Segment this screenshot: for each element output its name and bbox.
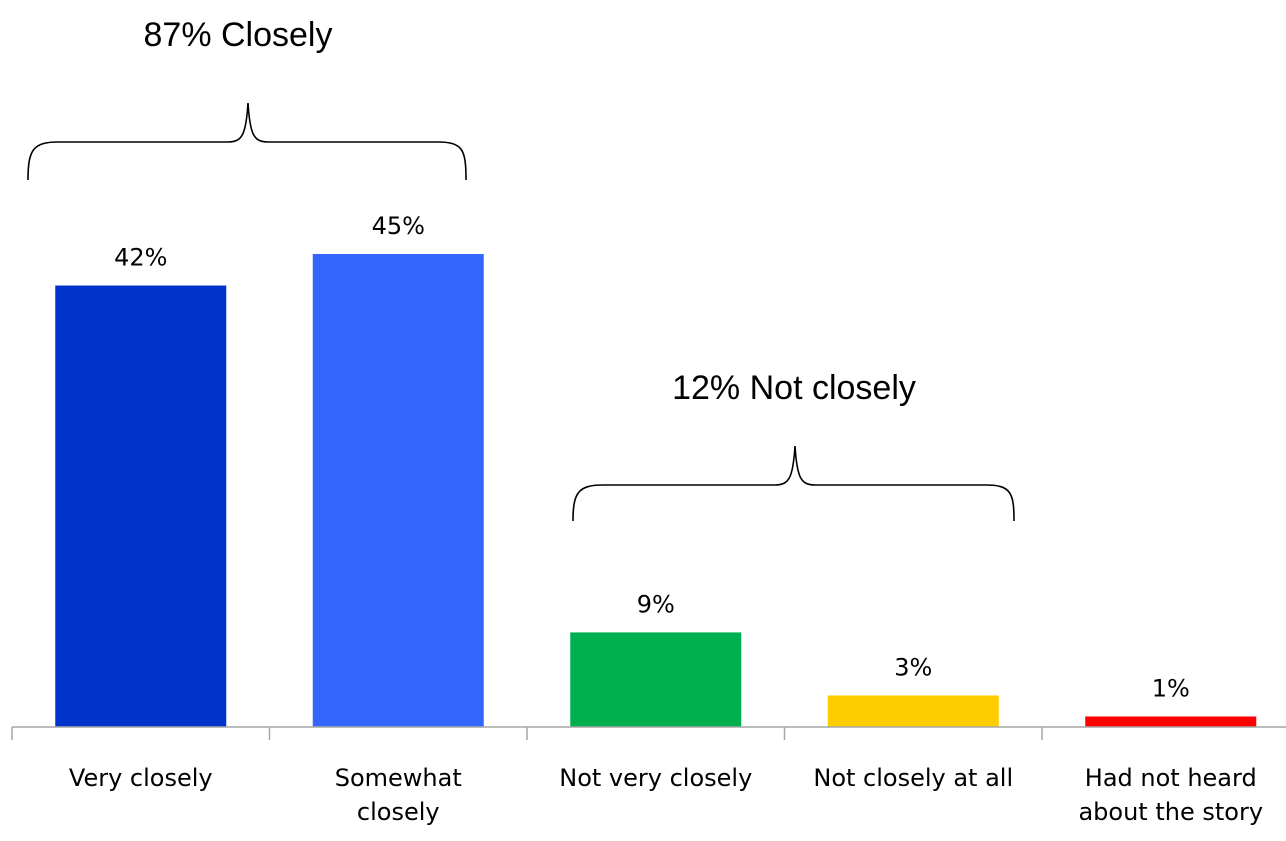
brace-not-closely [572,445,1015,522]
x-tick-label-4: Had not heard about the story [1078,764,1263,826]
bar-3 [827,695,999,727]
bar-4 [1085,716,1257,727]
bar-2 [570,632,742,727]
annotation-not-closely: 12% Not closely [672,369,916,407]
bars [55,254,1257,727]
data-label-0: 42% [114,244,167,272]
x-tick-label-2: Not very closely [559,764,752,792]
bar-0 [55,285,227,727]
group-annotations: 87% Closely 12% Not closely [27,16,1015,522]
data-label-3: 3% [894,653,932,681]
x-tick-label-3: Not closely at all [813,764,1013,792]
x-tick-label-0: Very closely [69,764,213,792]
data-label-4: 1% [1152,674,1190,702]
data-labels: 42% 45% 9% 3% 1% [114,212,1190,702]
bar-1 [312,254,484,727]
data-label-1: 45% [372,212,425,240]
x-axis [11,726,1286,740]
x-tick-labels: Very closely Somewhat closely Not very clos… [69,764,1263,826]
brace-closely [27,102,467,181]
data-label-2: 9% [637,590,675,618]
x-tick-label-1: Somewhat closely [335,764,462,826]
annotation-closely: 87% Closely [144,16,333,54]
